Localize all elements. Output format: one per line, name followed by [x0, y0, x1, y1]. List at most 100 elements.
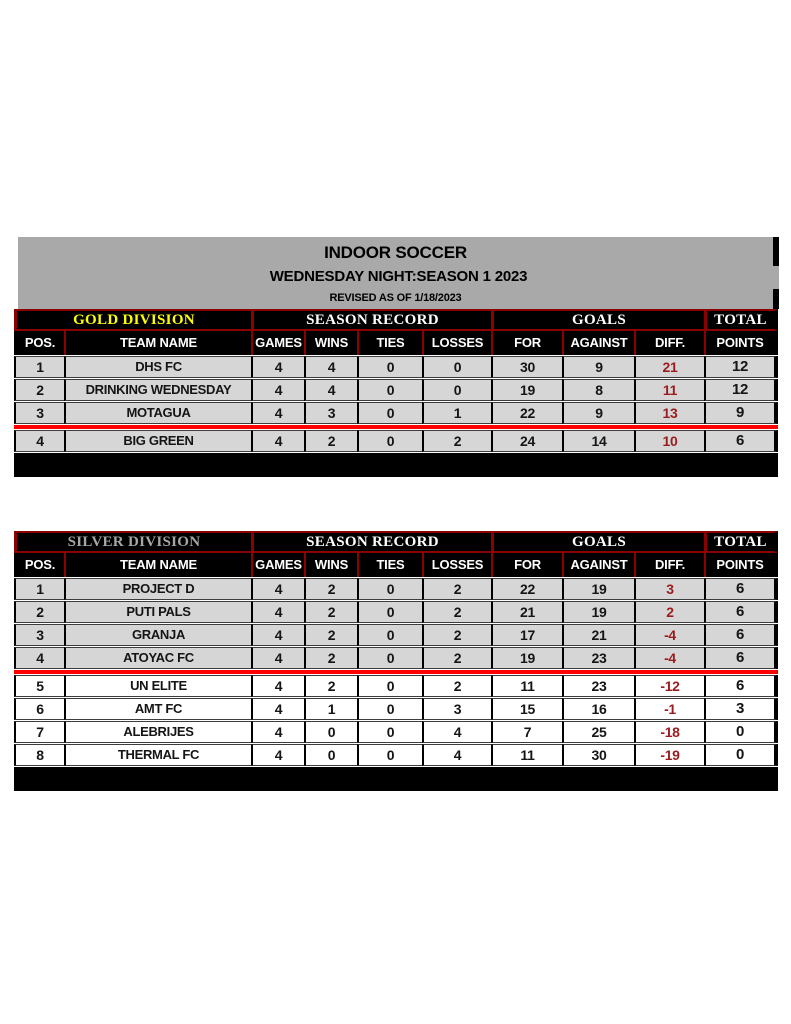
against-cell: 8 [562, 379, 634, 401]
total-header: TOTAL [704, 533, 774, 551]
league-standings-document: INDOOR SOCCER WEDNESDAY NIGHT:SEASON 1 2… [14, 237, 779, 791]
wins-cell: 3 [304, 402, 357, 424]
column-header-games: GAMES [251, 331, 304, 355]
table-row: 8 THERMAL FC 4 0 0 4 11 30 -19 0 [14, 744, 778, 766]
games-cell: 4 [251, 624, 304, 646]
losses-cell: 2 [422, 675, 491, 697]
diff-cell: 3 [634, 578, 704, 600]
silver-division-table: SILVER DIVISION SEASON RECORD GOALS TOTA… [14, 531, 778, 791]
losses-cell: 1 [422, 402, 491, 424]
diff-cell: -4 [634, 624, 704, 646]
games-cell: 4 [251, 721, 304, 743]
ties-cell: 0 [357, 430, 422, 452]
points-cell: 6 [704, 675, 778, 697]
table-row: 6 AMT FC 4 1 0 3 15 16 -1 3 [14, 698, 778, 720]
points-cell: 6 [704, 601, 778, 623]
ties-cell: 0 [357, 356, 422, 378]
points-cell: 3 [704, 698, 778, 720]
team-name-cell: DRINKING WEDNESDAY [64, 379, 251, 401]
games-cell: 4 [251, 402, 304, 424]
diff-cell: -19 [634, 744, 704, 766]
pos-cell: 1 [14, 356, 64, 378]
against-cell: 25 [562, 721, 634, 743]
ties-cell: 0 [357, 601, 422, 623]
goals-for-cell: 22 [491, 578, 562, 600]
pos-cell: 6 [14, 698, 64, 720]
division-header-row: SILVER DIVISION SEASON RECORD GOALS TOTA… [14, 531, 778, 553]
ties-cell: 0 [357, 379, 422, 401]
goals-for-cell: 19 [491, 647, 562, 669]
column-header-against: AGAINST [562, 331, 634, 355]
column-header-games: GAMES [251, 553, 304, 577]
against-cell: 14 [562, 430, 634, 452]
against-cell: 9 [562, 402, 634, 424]
diff-cell: -1 [634, 698, 704, 720]
games-cell: 4 [251, 578, 304, 600]
ties-cell: 0 [357, 647, 422, 669]
table-row: 1 PROJECT D 4 2 0 2 22 19 3 6 [14, 578, 778, 600]
ties-cell: 0 [357, 578, 422, 600]
games-cell: 4 [251, 698, 304, 720]
team-name-cell: DHS FC [64, 356, 251, 378]
pos-cell: 8 [14, 744, 64, 766]
losses-cell: 0 [422, 356, 491, 378]
pos-cell: 3 [14, 624, 64, 646]
points-cell: 6 [704, 430, 778, 452]
diff-cell: -4 [634, 647, 704, 669]
table-footer-bar [14, 767, 778, 791]
team-name-cell: ALEBRIJES [64, 721, 251, 743]
division-header-row: GOLD DIVISION SEASON RECORD GOALS TOTAL [14, 309, 778, 331]
column-header-points: POINTS [704, 331, 778, 355]
column-header-wins: WINS [304, 553, 357, 577]
against-cell: 19 [562, 578, 634, 600]
wins-cell: 2 [304, 430, 357, 452]
ties-cell: 0 [357, 675, 422, 697]
wins-cell: 1 [304, 698, 357, 720]
goals-for-cell: 15 [491, 698, 562, 720]
against-cell: 16 [562, 698, 634, 720]
points-cell: 12 [704, 379, 778, 401]
season-record-header: SEASON RECORD [251, 311, 491, 329]
wins-cell: 4 [304, 356, 357, 378]
goals-for-cell: 22 [491, 402, 562, 424]
diff-cell: -18 [634, 721, 704, 743]
pos-cell: 3 [14, 402, 64, 424]
losses-cell: 2 [422, 647, 491, 669]
team-name-cell: THERMAL FC [64, 744, 251, 766]
table-row: 3 GRANJA 4 2 0 2 17 21 -4 6 [14, 624, 778, 646]
pos-cell: 4 [14, 647, 64, 669]
wins-cell: 4 [304, 379, 357, 401]
diff-cell: 21 [634, 356, 704, 378]
points-cell: 9 [704, 402, 778, 424]
games-cell: 4 [251, 356, 304, 378]
table-row: 1 DHS FC 4 4 0 0 30 9 21 12 [14, 356, 778, 378]
pos-cell: 2 [14, 601, 64, 623]
season-record-header: SEASON RECORD [251, 533, 491, 551]
points-cell: 6 [704, 578, 778, 600]
pos-cell: 7 [14, 721, 64, 743]
goals-for-cell: 11 [491, 744, 562, 766]
losses-cell: 2 [422, 578, 491, 600]
losses-cell: 2 [422, 601, 491, 623]
pos-cell: 2 [14, 379, 64, 401]
column-header-against: AGAINST [562, 553, 634, 577]
column-header-row: POS. TEAM NAME GAMES WINS TIES LOSSES FO… [14, 553, 778, 577]
column-header-losses: LOSSES [422, 553, 491, 577]
diff-cell: 13 [634, 402, 704, 424]
team-name-cell: ATOYAC FC [64, 647, 251, 669]
team-name-cell: PROJECT D [64, 578, 251, 600]
table-row: 2 DRINKING WEDNESDAY 4 4 0 0 19 8 11 12 [14, 379, 778, 401]
wins-cell: 0 [304, 744, 357, 766]
team-name-cell: PUTI PALS [64, 601, 251, 623]
wins-cell: 2 [304, 624, 357, 646]
column-header-ties: TIES [357, 331, 422, 355]
games-cell: 4 [251, 675, 304, 697]
against-cell: 19 [562, 601, 634, 623]
pos-cell: 5 [14, 675, 64, 697]
against-cell: 9 [562, 356, 634, 378]
division-title: SILVER DIVISION [67, 534, 201, 550]
points-cell: 6 [704, 647, 778, 669]
column-header-for: FOR [491, 553, 562, 577]
diff-cell: 10 [634, 430, 704, 452]
